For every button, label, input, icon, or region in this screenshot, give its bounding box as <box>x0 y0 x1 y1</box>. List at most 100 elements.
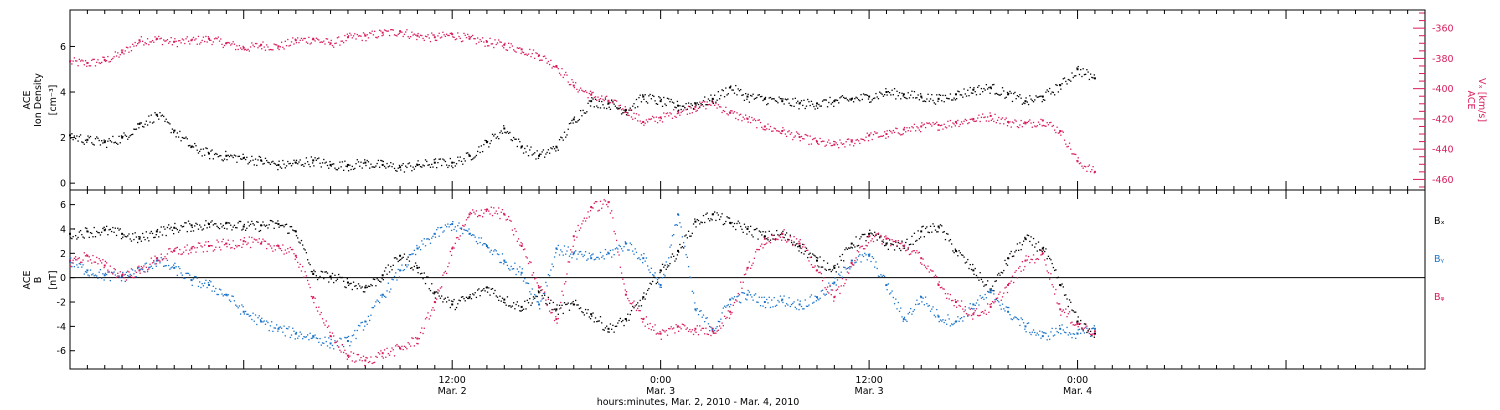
by-series-sample <box>491 253 494 256</box>
density-series-sample <box>955 98 958 100</box>
bz-series-sample <box>838 286 840 288</box>
by-series-sample <box>764 306 767 309</box>
bx-series-sample <box>882 241 885 243</box>
density-series-sample <box>360 161 362 163</box>
bz-series-sample <box>1076 322 1078 324</box>
vx-series-sample <box>831 144 834 147</box>
bz-series-sample <box>210 244 212 247</box>
density-series-sample <box>968 95 970 97</box>
vx-series-sample <box>836 143 839 146</box>
bx-series-sample <box>999 274 1001 276</box>
bz-series-sample <box>1008 282 1010 285</box>
x-tick-time-label: 0:00 <box>1067 375 1088 386</box>
bx-series-sample <box>1044 250 1046 253</box>
by-series-sample <box>902 320 904 322</box>
density-series-sample <box>148 115 150 117</box>
by-series-sample <box>501 253 504 255</box>
vx-series-sample <box>572 81 574 83</box>
by-series-sample <box>271 321 273 323</box>
by-series-sample <box>120 280 123 282</box>
bz-series-sample <box>318 306 320 308</box>
density-series-sample <box>1019 94 1021 96</box>
by-series-sample <box>278 326 280 329</box>
bz-series-sample <box>426 316 428 319</box>
by-series-sample <box>201 283 203 285</box>
bz-series-sample <box>871 238 873 240</box>
vx-series-sample <box>118 56 120 58</box>
vx-series-sample <box>180 42 182 44</box>
bz-series-sample <box>325 320 327 322</box>
vx-series-sample <box>751 116 753 119</box>
density-series-sample <box>705 104 707 106</box>
bz-series-sample <box>903 244 906 246</box>
density-series-sample <box>763 98 765 101</box>
bz-series-sample <box>962 308 964 310</box>
vx-series-sample <box>316 38 319 40</box>
bx-series-sample <box>1024 236 1026 239</box>
vx-series-sample <box>465 36 468 39</box>
vx-series-sample <box>855 139 857 141</box>
by-series-sample <box>659 286 661 288</box>
density-series-sample <box>454 165 456 167</box>
vx-series-sample <box>377 36 380 38</box>
bx-series-sample <box>481 289 484 291</box>
vx-tick-label: -440 <box>1432 145 1454 156</box>
density-series-sample <box>975 94 978 96</box>
density-series-sample <box>635 98 638 101</box>
vx-series-point <box>781 130 784 133</box>
density-series-sample <box>581 115 583 117</box>
bx-series-sample <box>498 299 500 302</box>
vx-series-sample <box>958 125 960 128</box>
bz-series-sample <box>555 315 557 318</box>
density-series-sample <box>588 100 590 102</box>
bx-series-sample <box>606 325 608 327</box>
bz-series-sample <box>541 289 543 291</box>
by-series-sample <box>787 304 789 306</box>
bx-series-sample <box>516 301 519 303</box>
density-series-sample <box>952 99 954 101</box>
bz-series-sample <box>485 210 487 212</box>
by-series-sample <box>437 226 439 229</box>
vx-series-sample <box>611 99 613 101</box>
by-series-sample <box>227 294 229 296</box>
bx-series-sample <box>103 226 105 228</box>
density-series-sample <box>145 120 147 122</box>
vx-series-sample <box>470 35 473 38</box>
bz-series-sample <box>465 219 468 221</box>
bz-series-sample <box>547 298 550 300</box>
density-series-sample <box>567 128 569 130</box>
vx-series-sample <box>408 37 411 39</box>
bx-series-sample <box>127 235 129 237</box>
bx-series-sample <box>1032 237 1035 240</box>
density-series-sample <box>933 102 935 104</box>
vx-series-sample <box>1015 120 1017 122</box>
by-series-sample <box>426 238 428 240</box>
vx-series-sample <box>839 139 841 141</box>
density-series-sample <box>685 102 687 105</box>
vx-series-sample <box>264 49 267 51</box>
bz-series-sample <box>514 228 516 230</box>
bz-series-sample <box>805 249 808 252</box>
bz-series-sample <box>467 217 469 219</box>
by-series-sample <box>697 313 700 316</box>
by-series-sample <box>414 253 417 256</box>
bz-series-sample <box>1060 314 1062 316</box>
density-series-sample <box>320 166 322 168</box>
vx-series-sample <box>1009 121 1011 123</box>
vx-series-sample <box>797 132 799 134</box>
bz-series-sample <box>828 292 830 294</box>
bz-series-sample <box>509 219 511 222</box>
bz-series-sample <box>362 355 365 357</box>
bz-series-sample <box>414 337 417 339</box>
by-series-sample <box>381 296 383 298</box>
bx-series-sample <box>356 287 358 290</box>
bz-series-sample <box>819 271 821 273</box>
density-series-sample <box>300 164 303 166</box>
vx-series-sample <box>874 131 876 133</box>
density-series-sample <box>748 101 751 103</box>
density-series-sample <box>143 126 145 128</box>
bx-series-sample <box>746 233 748 235</box>
bz-series-point <box>138 269 141 272</box>
vx-series-sample <box>366 34 368 36</box>
bx-series-sample <box>789 234 791 236</box>
